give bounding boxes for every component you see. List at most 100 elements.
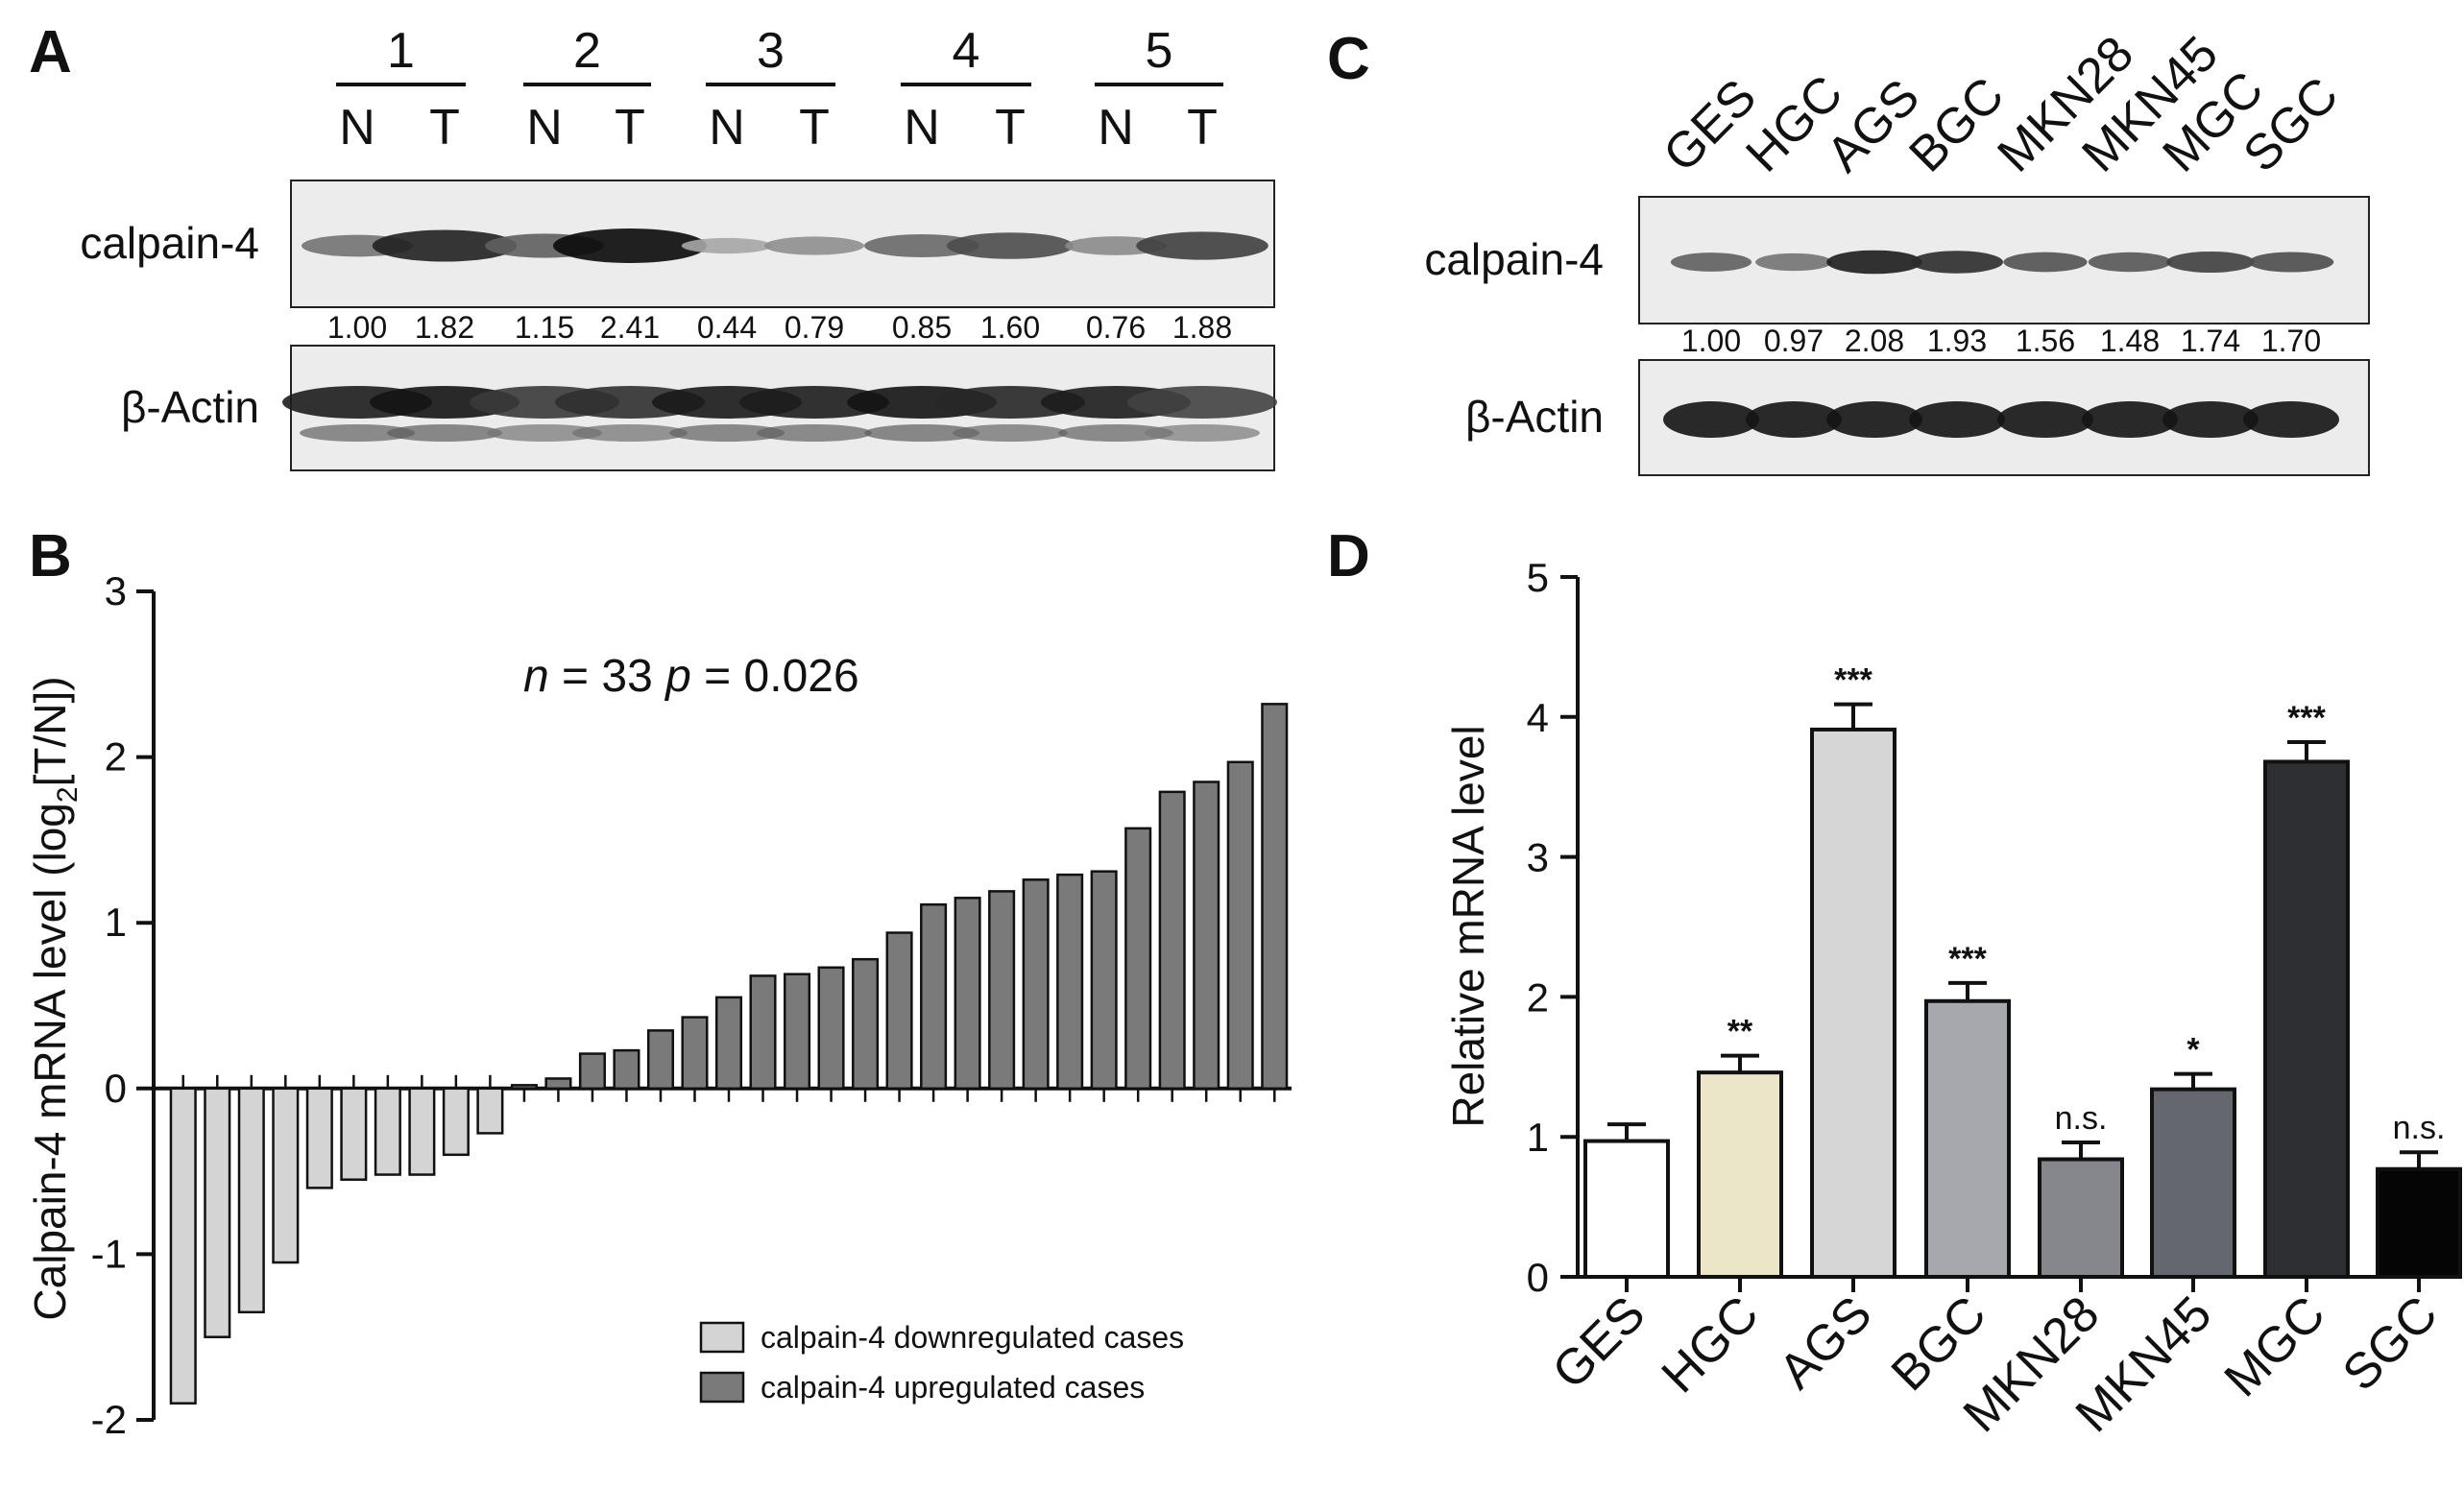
- lane-label: BGC: [1898, 67, 2015, 183]
- bar: [340, 1087, 368, 1181]
- quant-value: 1.74: [2181, 324, 2240, 358]
- bar: [988, 890, 1016, 1091]
- blot-band: [1826, 401, 1922, 438]
- blot-band: [572, 424, 688, 442]
- y-axis-title-part: [T/N]): [25, 676, 75, 786]
- stat-annotation: n = 33 p = 0.026: [523, 651, 859, 702]
- quant-value: 0.97: [1764, 324, 1824, 358]
- panel-letter-c: C: [1327, 26, 1370, 92]
- blot-band: [1145, 424, 1260, 442]
- y-tick-label: 3: [105, 568, 127, 613]
- quant-value: 1.70: [2261, 324, 2321, 358]
- x-tick-label: GES: [1542, 1285, 1656, 1400]
- blot-band: [1997, 401, 2093, 438]
- quant-value: 0.76: [1086, 310, 1146, 345]
- bar: [1193, 781, 1220, 1091]
- group-label: 5: [1146, 23, 1173, 79]
- panel-letter-b: B: [29, 523, 72, 589]
- lane-label: T: [995, 100, 1026, 156]
- blot-band: [553, 228, 707, 263]
- bar: [920, 902, 948, 1091]
- x-tick-label: AGS: [1769, 1285, 1883, 1400]
- blot-band: [300, 424, 415, 442]
- blot-band: [669, 424, 785, 442]
- legend-label: calpain-4 upregulated cases: [761, 1370, 1145, 1405]
- blot-band: [864, 424, 979, 442]
- y-tick-label: -1: [91, 1231, 127, 1276]
- stat-n-label: n: [523, 651, 549, 702]
- bar: [2263, 759, 2350, 1279]
- quant-value: 1.88: [1172, 310, 1232, 345]
- quant-value: 1.82: [415, 310, 474, 345]
- bar: [1583, 1139, 1670, 1279]
- quant-value: 0.79: [785, 310, 844, 345]
- bar: [578, 1052, 606, 1091]
- bar: [1261, 703, 1289, 1091]
- bar: [714, 996, 743, 1091]
- blot-band: [372, 229, 518, 262]
- lane-label: N: [709, 100, 745, 156]
- y-tick-label: 1: [1527, 1115, 1549, 1160]
- blot-band: [1663, 401, 1759, 438]
- blot-band: [681, 237, 773, 254]
- y-tick-label: 1: [105, 900, 127, 945]
- blot-band: [2162, 401, 2259, 438]
- lane-label: T: [429, 100, 460, 156]
- x-tick-label: SGC: [2332, 1285, 2449, 1402]
- lane-label: T: [615, 100, 645, 156]
- y-tick-label: 5: [1527, 555, 1549, 600]
- bar: [1226, 760, 1254, 1091]
- lane-label: GES: [1653, 69, 1767, 183]
- y-axis-title-part: Calpain-4 mRNA level (log: [25, 803, 75, 1320]
- lane-label: N: [526, 100, 563, 156]
- blot-label: calpain-4: [80, 218, 259, 268]
- blot-band: [1746, 401, 1842, 438]
- legend-swatch: [699, 1321, 745, 1354]
- lane-label: T: [799, 100, 830, 156]
- y-tick-label: -2: [91, 1397, 127, 1442]
- bar: [681, 1016, 709, 1091]
- bar: [272, 1087, 300, 1264]
- bar: [408, 1087, 436, 1176]
- quant-value: 1.48: [2100, 324, 2160, 358]
- significance-label: **: [1727, 1014, 1753, 1050]
- bar: [1810, 727, 1896, 1279]
- bar: [169, 1087, 197, 1405]
- bar: [2150, 1087, 2236, 1280]
- bar: [1158, 790, 1186, 1091]
- panel-c: CGESHGCAGSBGCMKN28MKN45MGCSGCcalpain-4β-…: [1327, 26, 2370, 476]
- quant-value: 1.60: [980, 310, 1040, 345]
- blot-band: [1755, 252, 1832, 272]
- significance-label: ***: [2287, 700, 2326, 736]
- bar: [442, 1087, 470, 1157]
- y-tick-label: 2: [1527, 974, 1549, 1020]
- bar: [1022, 878, 1050, 1091]
- quant-value: 0.44: [697, 310, 757, 345]
- bar: [954, 897, 981, 1091]
- bar: [852, 957, 880, 1091]
- quant-value: 0.85: [892, 310, 952, 345]
- bar: [2376, 1166, 2462, 1280]
- blot-band: [1058, 424, 1173, 442]
- y-axis-title: Relative mRNA level: [1443, 725, 1493, 1127]
- blot-band: [1909, 401, 2005, 438]
- bar: [613, 1048, 640, 1091]
- lane-label: N: [339, 100, 375, 156]
- panel-letter-d: D: [1327, 523, 1370, 589]
- quant-value: 1.00: [1681, 324, 1741, 358]
- bar: [646, 1029, 675, 1091]
- blot-band: [739, 386, 889, 419]
- blot-band: [1826, 250, 1922, 275]
- legend-label: calpain-4 downregulated cases: [761, 1320, 1184, 1355]
- lane-label: N: [904, 100, 940, 156]
- blot-band: [1127, 386, 1277, 419]
- blot-band: [1136, 231, 1268, 260]
- quant-value: 2.08: [1845, 324, 1904, 358]
- blot-label: β-Actin: [1465, 392, 1604, 442]
- group-label: 3: [757, 23, 785, 79]
- quant-value: 1.56: [2016, 324, 2075, 358]
- y-axis-title: Calpain-4 mRNA level (log2[T/N]): [25, 676, 84, 1320]
- bar: [885, 931, 913, 1091]
